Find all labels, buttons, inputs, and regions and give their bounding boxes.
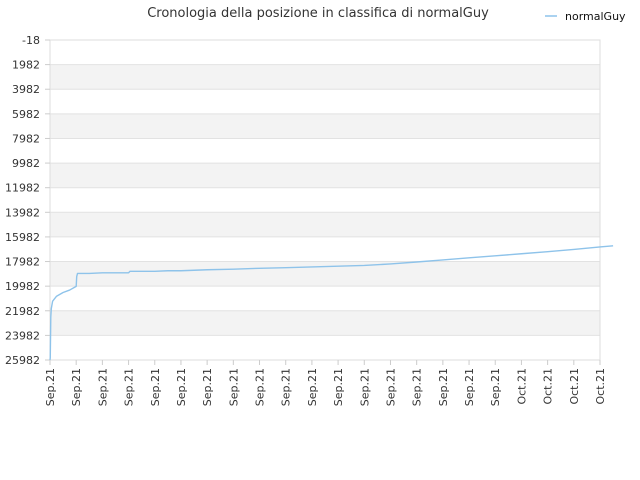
x-tick-label: Sep.21 [437, 368, 450, 406]
plot-area-border [49, 39, 601, 361]
plot-band [50, 187, 600, 213]
legend: normalGuy [545, 10, 626, 23]
plot-band [50, 113, 600, 139]
x-tick-label: Sep.21 [254, 368, 267, 406]
y-tick-label: 13982 [5, 206, 40, 219]
plot-band [50, 40, 600, 65]
x-tick-label: Oct.21 [568, 368, 581, 405]
x-tick-label: Sep.21 [70, 368, 83, 406]
x-tick-label: Sep.21 [306, 368, 319, 406]
plot-band [50, 138, 600, 164]
y-tick-label: -18 [22, 34, 40, 47]
x-tick-label: Sep.21 [280, 368, 293, 406]
plot-band [50, 286, 600, 311]
x-tick-label: Sep.21 [96, 368, 109, 406]
y-tick-label: 11982 [5, 182, 40, 195]
x-tick-label: Sep.21 [123, 368, 136, 406]
x-tick-label: Sep.21 [44, 368, 57, 406]
series-layer [49, 245, 614, 361]
plot-band [50, 236, 600, 262]
y-tick-label: 1982 [12, 59, 40, 72]
x-tick-label: Oct.21 [515, 368, 528, 405]
plot-band [50, 335, 600, 360]
plot-band [50, 212, 600, 237]
y-tick-label: 7982 [12, 132, 40, 145]
x-tick-label: Sep.21 [332, 368, 345, 406]
plot-band [50, 64, 600, 90]
x-tick-label: Sep.21 [384, 368, 397, 406]
y-tick-label: 23982 [5, 329, 40, 342]
x-tick-label: Oct.21 [594, 368, 607, 405]
y-axis-ticks: -18 1982 3982 5982 7982 9982 11982 13982 15982 17… [5, 34, 50, 367]
y-tick-label: 5982 [12, 108, 40, 121]
legend-label-normalguy: normalGuy [565, 10, 626, 23]
y-tick-label: 19982 [5, 280, 40, 293]
x-tick-label: Sep.21 [411, 368, 424, 406]
x-axis-ticks: Sep.21 Sep.21 Sep.21 Sep.21 Sep.21 Sep.21 Sep.… [44, 360, 607, 406]
x-tick-label: Sep.21 [463, 368, 476, 406]
plot-band [50, 310, 600, 336]
y-tick-label: 21982 [5, 305, 40, 318]
x-tick-label: Sep.21 [149, 368, 162, 406]
chart-title: Cronologia della posizione in classifica… [147, 6, 489, 21]
y-tick-label: 15982 [5, 231, 40, 244]
plot-band [50, 163, 600, 188]
plot-band [50, 89, 600, 114]
plot-background-bands [50, 40, 600, 360]
y-tick-label: 25982 [5, 354, 40, 367]
x-tick-label: Oct.21 [542, 368, 555, 405]
series-line-normalguy [49, 245, 614, 361]
x-tick-label: Sep.21 [489, 368, 502, 406]
x-tick-label: Sep.21 [175, 368, 188, 406]
x-tick-label: Sep.21 [358, 368, 371, 406]
plot-band [50, 261, 600, 287]
y-tick-label: 9982 [12, 157, 40, 170]
x-tick-label: Sep.21 [201, 368, 214, 406]
y-tick-label: 17982 [5, 256, 40, 269]
y-tick-label: 3982 [12, 83, 40, 96]
x-tick-label: Sep.21 [227, 368, 240, 406]
